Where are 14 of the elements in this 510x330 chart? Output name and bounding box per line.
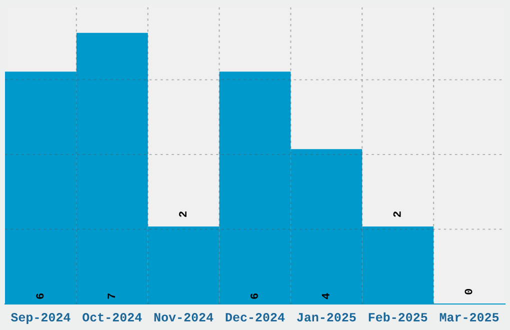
x-tick-label: Oct-2024: [82, 313, 142, 322]
data-label: 0: [464, 289, 472, 294]
data-label: 2: [393, 212, 401, 217]
data-label: 2: [179, 212, 186, 217]
data-label: 6: [36, 293, 44, 299]
x-tick-label: Mar-2025: [440, 313, 499, 322]
x-tick-label: Dec-2024: [226, 313, 285, 322]
data-label: 6: [250, 293, 258, 299]
x-tick-label: Nov-2024: [154, 313, 214, 322]
x-tick-label: Sep-2024: [10, 313, 70, 324]
x-tick-label: Jan-2025: [297, 313, 356, 322]
data-label: 4: [322, 293, 330, 300]
x-tick-label: Feb-2025: [368, 312, 428, 322]
data-label: 7: [108, 294, 116, 299]
